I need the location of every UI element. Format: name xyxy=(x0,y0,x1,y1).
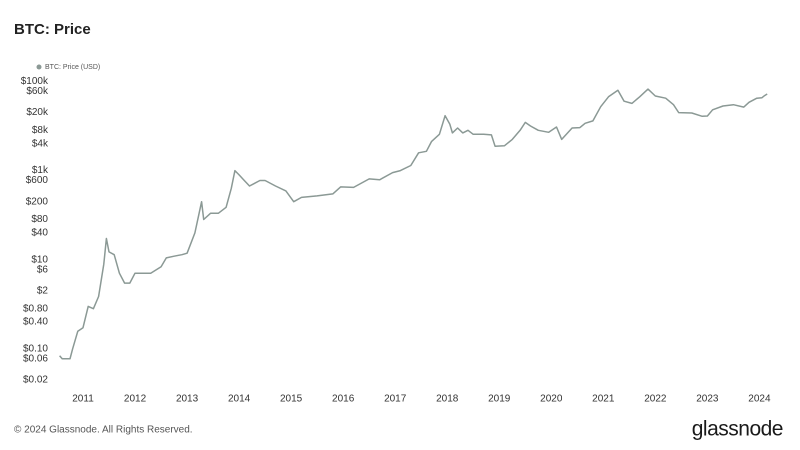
y-tick-label: $80 xyxy=(31,214,48,225)
x-tick-label: 2018 xyxy=(436,394,459,405)
x-tick-label: 2015 xyxy=(280,394,303,405)
chart-title: BTC: Price xyxy=(14,21,91,38)
x-tick-label: 2011 xyxy=(72,394,94,405)
x-tick-label: 2024 xyxy=(748,394,771,405)
y-tick-label: $1k xyxy=(32,165,49,176)
y-tick-label: $20k xyxy=(26,107,49,118)
y-tick-label: $0.10 xyxy=(23,344,48,355)
x-tick-label: 2014 xyxy=(228,394,251,405)
y-tick-label: $60k xyxy=(26,86,49,97)
y-tick-label: $0.02 xyxy=(23,375,48,386)
x-tick-label: 2013 xyxy=(176,394,199,405)
x-tick-label: 2016 xyxy=(332,394,355,405)
y-tick-label: $2 xyxy=(37,286,49,297)
y-tick-label: $6 xyxy=(37,264,49,275)
footer: © 2024 Glassnode. All Rights Reserved. xyxy=(14,425,193,436)
y-tick-label: $8k xyxy=(32,125,49,136)
brand-logo: glassnode xyxy=(692,418,783,441)
x-tick-label: 2012 xyxy=(124,394,147,405)
y-tick-label: $10 xyxy=(31,254,48,265)
legend-swatch xyxy=(36,64,42,70)
y-tick-label: $0.06 xyxy=(23,353,48,364)
y-tick-label: $4k xyxy=(32,138,49,149)
x-tick-label: 2017 xyxy=(384,394,407,405)
y-tick-label: $0.80 xyxy=(23,303,48,314)
y-tick-label: $100k xyxy=(21,76,49,87)
x-tick-label: 2019 xyxy=(488,394,511,405)
y-tick-label: $600 xyxy=(26,175,49,186)
y-tick-label: $0.40 xyxy=(23,317,48,328)
legend-label: BTC: Price (USD) xyxy=(45,64,100,71)
y-tick-label: $200 xyxy=(26,196,49,207)
x-tick-label: 2022 xyxy=(644,394,667,405)
price-line xyxy=(59,88,768,360)
x-tick-label: 2020 xyxy=(540,394,563,405)
y-tick-label: $40 xyxy=(31,228,48,239)
x-tick-label: 2023 xyxy=(696,394,719,405)
x-tick-label: 2021 xyxy=(592,394,615,405)
